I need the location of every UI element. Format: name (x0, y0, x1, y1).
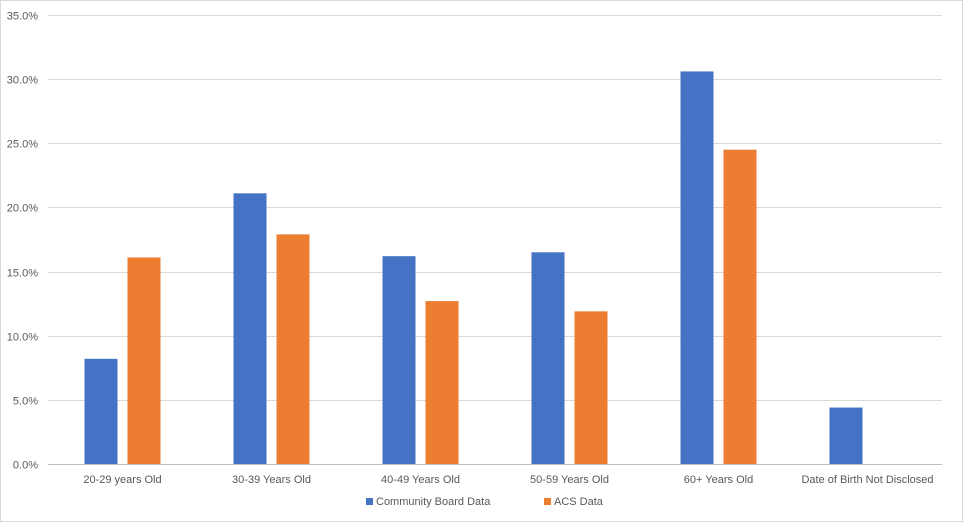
y-tick-label: 35.0% (7, 11, 38, 23)
x-tick-label: 20-29 years Old (83, 474, 161, 486)
y-tick-label: 5.0% (13, 396, 38, 408)
y-axis-tick-labels: 0.0% 5.0% 10.0% 15.0% 20.0% 25.0% 30.0% 35.0% (7, 11, 38, 472)
y-tick-label: 15.0% (7, 268, 38, 280)
x-tick-label: 30-39 Years Old (232, 474, 311, 486)
y-tick-label: 30.0% (7, 75, 38, 87)
bar-community-board-4 (680, 71, 714, 465)
legend-swatch (544, 498, 551, 505)
legend: Community Board Data ACS Data (366, 496, 604, 508)
bar-community-board-1 (233, 193, 267, 464)
bars (84, 71, 863, 465)
bar-acs-2 (425, 301, 459, 464)
bar-community-board-2 (382, 256, 416, 464)
bar-community-board-5 (829, 407, 863, 464)
bar-community-board-0 (84, 358, 118, 464)
legend-swatch (366, 498, 373, 505)
y-tick-label: 20.0% (7, 203, 38, 215)
x-tick-label: Date of Birth Not Disclosed (801, 474, 933, 486)
bar-acs-1 (276, 234, 310, 464)
y-tick-label: 25.0% (7, 139, 38, 151)
legend-label: Community Board Data (376, 496, 491, 508)
y-tick-label: 10.0% (7, 332, 38, 344)
bar-acs-0 (127, 257, 161, 464)
x-tick-label: 60+ Years Old (684, 474, 753, 486)
gridlines (48, 15, 942, 465)
y-tick-label: 0.0% (13, 460, 38, 472)
bar-community-board-3 (531, 252, 565, 464)
legend-label: ACS Data (554, 496, 604, 508)
bar-acs-3 (574, 311, 608, 464)
x-tick-label: 40-49 Years Old (381, 474, 460, 486)
x-axis-tick-labels: 20-29 years Old 30-39 Years Old 40-49 Year… (83, 474, 933, 486)
bar-acs-4 (723, 149, 757, 464)
x-tick-label: 50-59 Years Old (530, 474, 609, 486)
